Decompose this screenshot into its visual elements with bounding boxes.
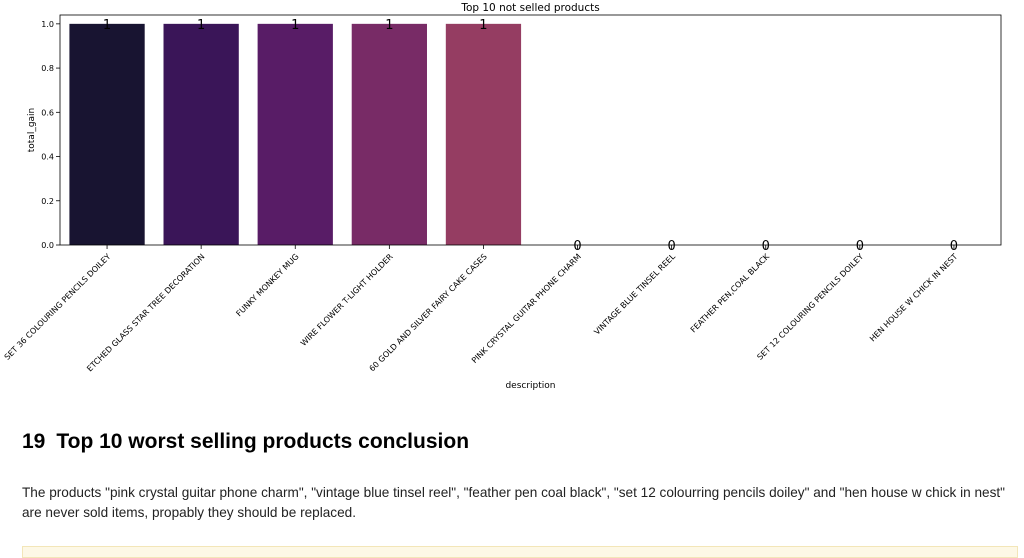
value-label-9: 0 xyxy=(950,239,958,254)
y-axis-label: total_gain xyxy=(27,108,37,153)
bar-chart: 0.0 0.2 0.4 0.6 0.8 1.0 SET 36 COLOURING PENCI… xyxy=(3,2,1002,391)
y-tick-label-2: 0.4 xyxy=(41,153,54,162)
bar-2 xyxy=(257,23,333,245)
chart-title: Top 10 not selled products xyxy=(460,2,599,14)
x-tick-label-7: FEATHER PEN,COAL BLACK xyxy=(689,252,772,335)
bar-4 xyxy=(445,23,522,245)
value-label-5: 0 xyxy=(573,239,581,254)
x-tick-label-6: VINTAGE BLUE TINSEL REEL xyxy=(592,252,677,337)
value-label-2: 1 xyxy=(291,18,299,33)
y-tick-label-3: 0.6 xyxy=(41,108,54,117)
value-label-8: 0 xyxy=(856,239,864,254)
x-tick-label-5: PINK CRYSTAL GUITAR PHONE CHARM xyxy=(470,252,583,365)
chart-svg: 0.0 0.2 0.4 0.6 0.8 1.0 SET 36 COLOURING PENCI… xyxy=(3,2,1002,391)
bar-0 xyxy=(69,23,145,245)
value-label-1: 1 xyxy=(197,18,205,33)
x-tick-label-0: SET 36 COLOURING PENCILS DOILEY xyxy=(3,252,113,362)
x-tick-label-2: FUNKY MONKEY MUG xyxy=(234,252,300,318)
section-number: 19 xyxy=(22,430,46,453)
value-label-0: 1 xyxy=(103,18,111,33)
next-notebook-cell xyxy=(22,546,1018,558)
section-title: Top 10 worst selling products conclusion xyxy=(56,430,470,453)
x-tick-label-1: ETCHED GLASS STAR TREE DECORATION xyxy=(85,252,206,373)
x-tick-label-8: SET 12 COLOURING PENCILS DOILEY xyxy=(755,252,865,362)
y-tick-label-5: 1.0 xyxy=(41,20,54,29)
x-tick-label-9: HEN HOUSE W CHICK IN NEST xyxy=(868,252,959,343)
value-label-7: 0 xyxy=(762,239,770,254)
x-tick-label-4: 60 GOLD AND SILVER FAIRY CAKE CASES xyxy=(368,252,489,373)
value-label-4: 1 xyxy=(479,18,487,33)
bar-1 xyxy=(163,23,239,245)
conclusion-paragraph: The products "pink crystal guitar phone … xyxy=(22,485,1005,520)
value-label-6: 0 xyxy=(668,239,676,254)
bar-3 xyxy=(351,23,427,245)
x-axis-label: description xyxy=(505,381,555,391)
plot-frame xyxy=(59,14,1002,246)
section-heading: 19 Top 10 worst selling products conclusi… xyxy=(22,430,469,454)
value-label-3: 1 xyxy=(385,18,393,33)
y-tick-label-4: 0.8 xyxy=(41,64,54,73)
y-tick-label-0: 0.0 xyxy=(41,241,54,250)
y-tick-label-1: 0.2 xyxy=(41,197,54,206)
x-tick-label-3: WIRE FLOWER T-LIGHT HOLDER xyxy=(299,252,395,348)
